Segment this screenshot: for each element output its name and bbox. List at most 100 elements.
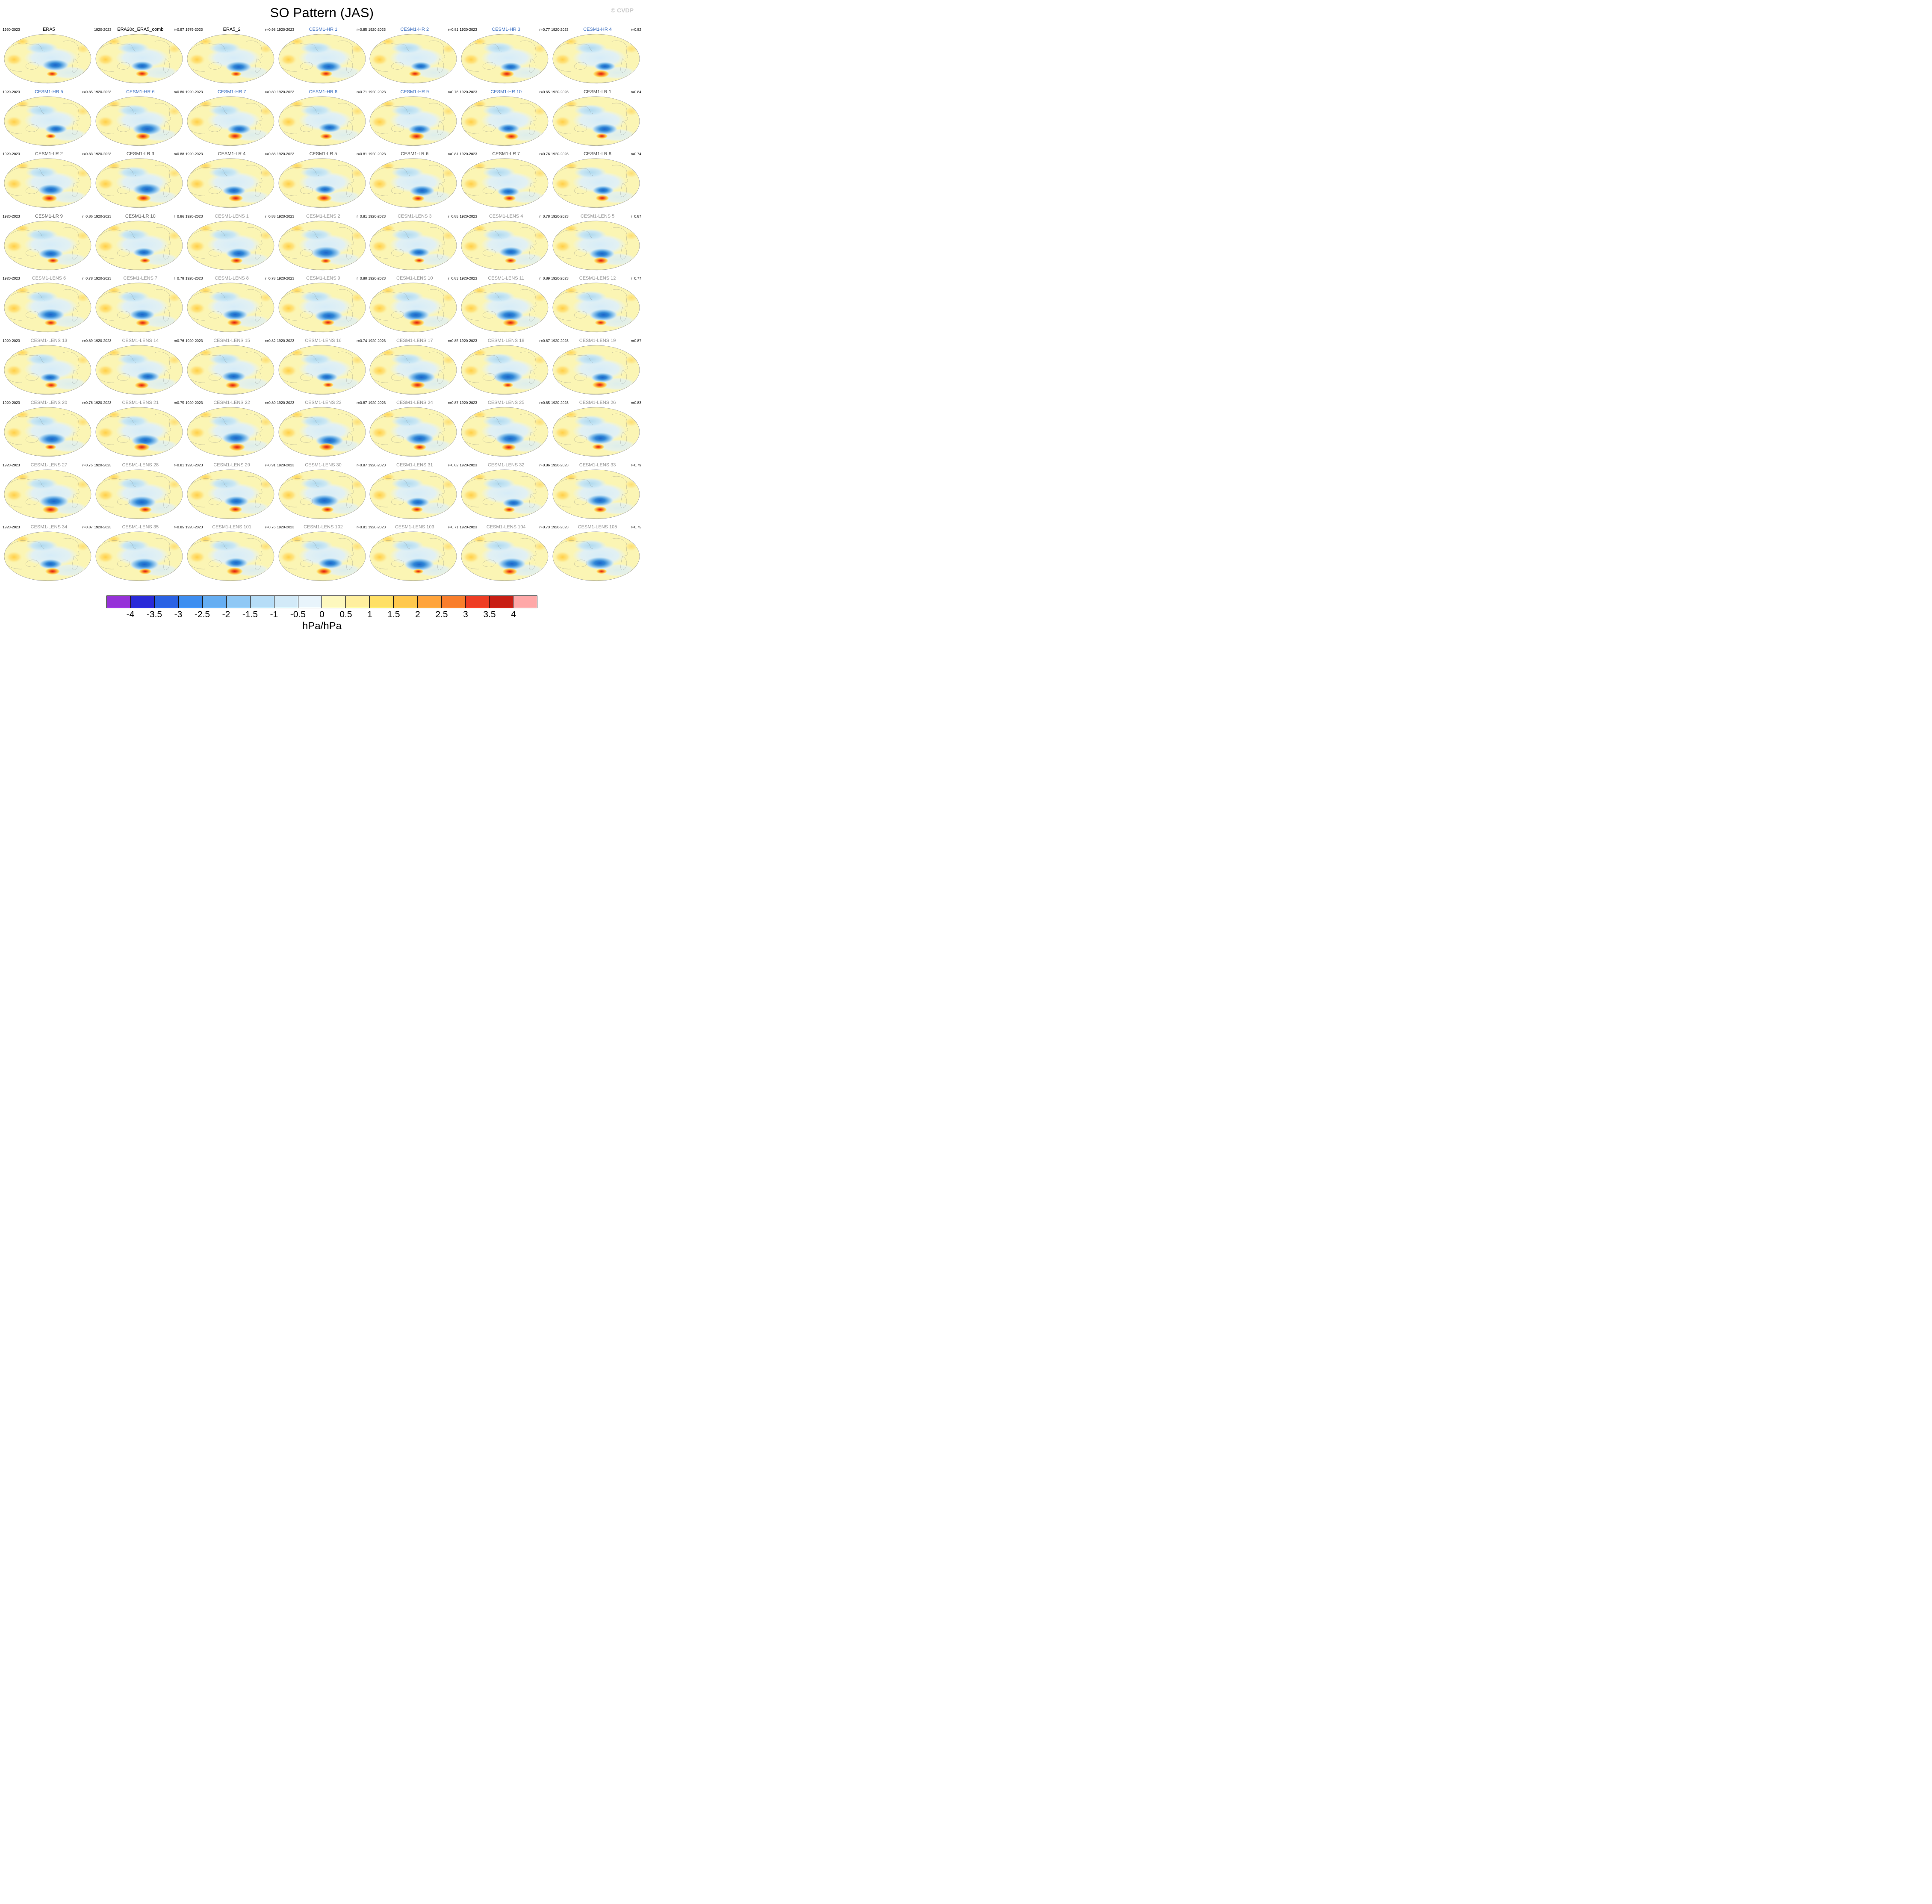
world-map	[4, 158, 91, 208]
panel-header: 1920-2023 CESM1-LR 7 r=0.76	[460, 152, 550, 156]
panel-r-value: r=0.80	[357, 276, 367, 281]
panel-period: 1920-2023	[185, 525, 203, 530]
negative-anomaly-blob	[225, 61, 252, 73]
panel-title: CESM1-LENS 11	[488, 276, 525, 281]
world-map	[369, 158, 457, 208]
panel-header: 1920-2023 CESM1-LR 4 r=0.88	[186, 152, 276, 156]
map-panel: 1920-2023 CESM1-LR 10 r=0.86	[94, 214, 184, 274]
colorbar-cell	[418, 595, 442, 608]
panel-period: 1920-2023	[3, 401, 20, 405]
world-map	[552, 34, 640, 84]
panel-header: 1920-2023 CESM1-LENS 101 r=0.76	[186, 525, 276, 530]
colorbar-tick: 3	[463, 609, 468, 619]
world-map	[95, 34, 183, 84]
negative-anomaly-blob	[37, 433, 67, 446]
map-panel: 1920-2023 CESM1-LENS 6 r=0.78	[3, 276, 93, 336]
negative-anomaly-blob	[314, 309, 343, 322]
panel-r-value: r=0.76	[539, 152, 550, 156]
panel-header: 1950-2023 ERA5	[3, 27, 93, 32]
world-map	[95, 345, 183, 395]
positive-anomaly-blob	[593, 70, 610, 78]
positive-anomaly-blob	[225, 381, 240, 389]
world-map	[187, 221, 274, 270]
panel-r-value: r=0.76	[448, 89, 459, 94]
panel-r-value: r=0.81	[448, 27, 459, 32]
panel-period: 1920-2023	[185, 89, 203, 94]
panel-title: ERA5_2	[223, 27, 241, 32]
world-map	[95, 283, 183, 333]
panel-r-value: r=0.74	[357, 338, 367, 343]
positive-anomaly-blob	[504, 257, 517, 263]
panel-title: CESM1-LR 8	[584, 152, 611, 157]
world-map	[95, 96, 183, 146]
negative-anomaly-blob	[310, 246, 342, 259]
panel-grid: 1950-2023 ERA5 1920-2023 ERA20c_ERA5_comb r=…	[0, 24, 644, 584]
world-map	[4, 283, 91, 333]
map-panel: 1920-2023 CESM1-LENS 11 r=0.89	[460, 276, 550, 336]
positive-anomaly-blob	[42, 505, 59, 513]
world-map	[278, 158, 366, 208]
map-panel: 1920-2023 CESM1-HR 7 r=0.80	[186, 90, 276, 149]
panel-r-value: r=0.84	[631, 89, 641, 94]
positive-anomaly-blob	[321, 506, 334, 513]
colorbar-tick: -2	[222, 609, 230, 619]
panel-r-value: r=0.75	[631, 525, 641, 530]
positive-anomaly-blob	[134, 381, 149, 389]
positive-anomaly-blob	[410, 381, 426, 389]
map-panel: 1920-2023 CESM1-LR 7 r=0.76	[460, 152, 550, 211]
negative-anomaly-blob	[42, 59, 69, 71]
panel-r-value: r=0.81	[174, 463, 184, 467]
panel-title: CESM1-LENS 9	[306, 276, 340, 281]
panel-header: 1920-2023 CESM1-HR 3 r=0.77	[460, 27, 550, 32]
colorbar-strip	[106, 595, 537, 608]
panel-title: CESM1-LENS 15	[213, 338, 250, 343]
world-map	[278, 531, 366, 581]
positive-anomaly-blob	[596, 569, 608, 574]
colorbar-cell	[298, 595, 322, 608]
page-title: SO Pattern (JAS)	[270, 5, 374, 20]
world-map	[278, 469, 366, 519]
colorbar-ticks: -4 -3.5 -3 -2.5 -2 -1.5 -1 -0.5 0 0.5 1 1.5 2 2.5 3 3.5…	[106, 608, 537, 620]
panel-period: 1920-2023	[368, 338, 386, 343]
map-panel: 1979-2023 ERA5_2 r=0.98	[186, 27, 276, 87]
panel-period: 1920-2023	[551, 214, 569, 218]
colorbar-cell	[370, 595, 394, 608]
panel-title: CESM1-LENS 101	[212, 525, 251, 530]
panel-title: CESM1-LENS 19	[579, 338, 616, 343]
negative-anomaly-blob	[315, 372, 338, 382]
panel-period: 1920-2023	[551, 27, 569, 32]
world-map	[95, 407, 183, 457]
world-map	[369, 34, 457, 84]
panel-period: 1920-2023	[277, 214, 295, 218]
panel-title: CESM1-HR 9	[400, 89, 429, 94]
colorbar-tick: 2.5	[435, 609, 448, 619]
colorbar-cell	[442, 595, 466, 608]
panel-period: 1920-2023	[277, 463, 295, 467]
panel-title: CESM1-LENS 6	[32, 276, 66, 281]
negative-anomaly-blob	[132, 122, 162, 136]
negative-anomaly-blob	[498, 557, 526, 570]
panel-header: 1920-2023 CESM1-LENS 7 r=0.78	[94, 276, 184, 281]
map-panel: 1920-2023 CESM1-LENS 7 r=0.78	[94, 276, 184, 336]
panel-title: CESM1-LENS 27	[30, 463, 68, 468]
positive-anomaly-blob	[316, 568, 332, 575]
negative-anomaly-blob	[406, 497, 430, 507]
panel-header: 1920-2023 CESM1-LENS 18 r=0.87	[460, 339, 550, 343]
world-map	[461, 34, 549, 84]
colorbar-tick: 2	[415, 609, 420, 619]
positive-anomaly-blob	[230, 257, 243, 264]
positive-anomaly-blob	[319, 71, 333, 77]
map-panel: 1920-2023 CESM1-LENS 3 r=0.85	[368, 214, 458, 274]
panel-period: 1920-2023	[368, 27, 386, 32]
panel-title: CESM1-LENS 32	[487, 463, 525, 468]
panel-period: 1920-2023	[277, 525, 295, 530]
panel-period: 1920-2023	[551, 525, 569, 530]
panel-header: 1920-2023 CESM1-LENS 16 r=0.74	[277, 339, 367, 343]
map-panel: 1920-2023 CESM1-LENS 33 r=0.79	[551, 463, 641, 522]
positive-anomaly-blob	[135, 71, 149, 77]
panel-r-value: r=0.80	[265, 89, 276, 94]
map-panel: 1920-2023 CESM1-LENS 4 r=0.78	[460, 214, 550, 274]
panel-title: CESM1-LR 9	[35, 214, 63, 219]
positive-anomaly-blob	[592, 444, 605, 450]
panel-header: 1920-2023 CESM1-LENS 9 r=0.80	[277, 276, 367, 281]
